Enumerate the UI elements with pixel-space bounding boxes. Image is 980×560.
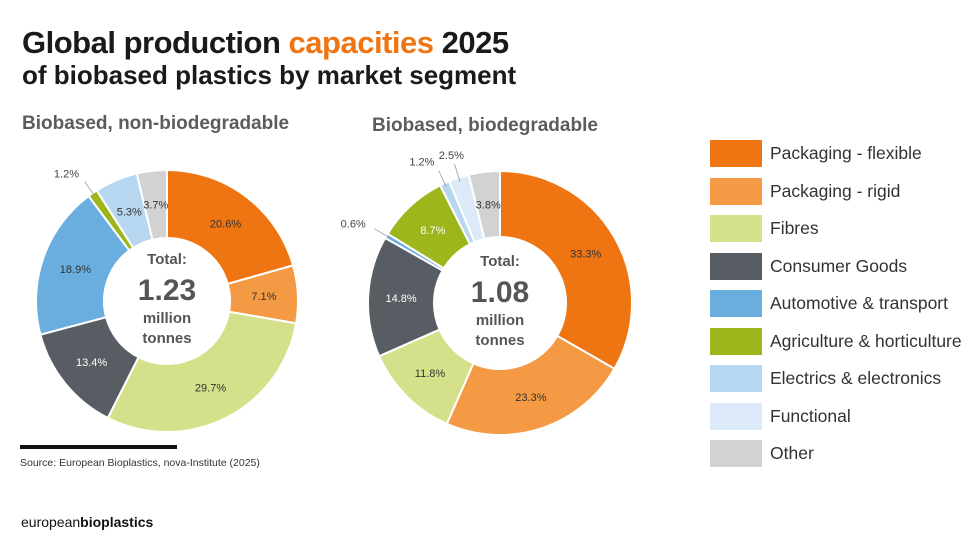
data-label-automotive-transport: 18.9% bbox=[60, 264, 91, 276]
legend-item-consumer-goods: Consumer Goods bbox=[710, 248, 962, 286]
legend-label: Automotive & transport bbox=[770, 293, 948, 314]
center-unit-tonnes: tonnes bbox=[475, 332, 524, 349]
legend-swatch bbox=[710, 440, 762, 468]
data-label-packaging-flexible: 33.3% bbox=[570, 248, 601, 260]
subtitle-bold: of biobased plastics bbox=[22, 60, 272, 90]
data-label-functional: 2.5% bbox=[439, 150, 464, 162]
data-label-other: 3.8% bbox=[476, 200, 501, 212]
center-unit-tonnes: tonnes bbox=[142, 330, 191, 347]
center-total-value: 1.08 bbox=[471, 276, 529, 309]
title-line-2: of biobased plastics by market segment bbox=[22, 60, 516, 90]
legend-swatch bbox=[710, 177, 762, 205]
data-label-fibres: 11.8% bbox=[415, 368, 446, 380]
leader-line-automotive-transport bbox=[374, 228, 391, 239]
center-unit-million: million bbox=[476, 312, 524, 329]
brand-bold: bioplastics bbox=[80, 514, 154, 530]
data-label-agriculture-horticulture: 1.2% bbox=[54, 168, 79, 180]
subtitle-rest: by market segment bbox=[271, 60, 517, 90]
data-label-packaging-rigid: 23.3% bbox=[515, 392, 546, 404]
legend: Packaging - flexible Packaging - rigid Fib… bbox=[710, 135, 962, 473]
legend-label: Consumer Goods bbox=[770, 255, 908, 276]
legend-item-other: Other bbox=[710, 435, 962, 473]
center-unit-million: million bbox=[143, 310, 191, 327]
title-text: Global production bbox=[22, 25, 289, 60]
legend-swatch bbox=[710, 290, 762, 318]
slice-fibres bbox=[106, 310, 298, 433]
center-total-label: Total: bbox=[480, 253, 520, 270]
legend-label: Agriculture & horticulture bbox=[770, 330, 962, 351]
slice-other bbox=[467, 169, 501, 241]
slice-packaging-flexible bbox=[166, 168, 295, 286]
slice-packaging-rigid bbox=[445, 334, 616, 436]
chart-title-biodegradable: Biobased, biodegradable bbox=[372, 115, 598, 136]
brand-logo: europeanbioplastics bbox=[21, 514, 153, 530]
title-line-1: Global production capacities 2025 bbox=[22, 26, 516, 60]
data-label-consumer-goods: 13.4% bbox=[76, 357, 107, 369]
legend-swatch bbox=[710, 365, 762, 393]
legend-label: Other bbox=[770, 443, 814, 464]
slice-automotive-transport bbox=[35, 194, 131, 336]
title-highlight: capacities bbox=[288, 25, 434, 60]
legend-label: Electrics & electronics bbox=[770, 368, 942, 389]
leader-line-agriculture-horticulture bbox=[84, 181, 96, 197]
legend-label: Packaging - flexible bbox=[770, 143, 922, 164]
divider-rule bbox=[20, 445, 177, 449]
center-total-label: Total: bbox=[147, 251, 187, 268]
legend-item-automotive-transport: Automotive & transport bbox=[710, 285, 962, 323]
legend-swatch bbox=[710, 215, 762, 243]
legend-item-packaging-flexible: Packaging - flexible bbox=[710, 135, 962, 173]
brand-regular: european bbox=[21, 514, 81, 530]
data-label-electrics-electronics: 5.3% bbox=[117, 207, 142, 219]
legend-swatch bbox=[710, 252, 762, 280]
legend-swatch bbox=[710, 402, 762, 430]
legend-label: Packaging - rigid bbox=[770, 180, 901, 201]
leader-line-functional bbox=[454, 164, 461, 182]
donut-chart-non-biodegradable: 20.6% 7.1% 29.7% 13.4% 18.9% 1.2% 5.3%3.7% Tota… bbox=[35, 168, 299, 433]
legend-item-electrics-electronics: Electrics & electronics bbox=[710, 360, 962, 398]
data-label-electrics-electronics: 1.2% bbox=[409, 156, 434, 168]
legend-item-functional: Functional bbox=[710, 398, 962, 436]
data-label-agriculture-horticulture: 8.7% bbox=[420, 225, 445, 237]
legend-swatch bbox=[710, 327, 762, 355]
legend-label: Fibres bbox=[770, 218, 819, 239]
data-label-consumer-goods: 14.8% bbox=[386, 293, 417, 305]
slice-other bbox=[135, 168, 168, 241]
page-title: Global production capacities 2025 of bio… bbox=[22, 26, 516, 91]
chart-title-non-biodegradable: Biobased, non-biodegradable bbox=[22, 113, 290, 134]
data-label-automotive-transport: 0.6% bbox=[341, 219, 366, 231]
legend-item-agriculture-horticulture: Agriculture & horticulture bbox=[710, 323, 962, 361]
title-year: 2025 bbox=[433, 25, 509, 60]
legend-item-packaging-rigid: Packaging - rigid bbox=[710, 173, 962, 211]
leader-line-electrics-electronics bbox=[438, 170, 447, 188]
data-label-fibres: 29.7% bbox=[195, 383, 226, 395]
legend-swatch bbox=[710, 140, 762, 168]
legend-label: Functional bbox=[770, 405, 851, 426]
data-label-packaging-flexible: 20.6% bbox=[210, 219, 241, 231]
slice-packaging-flexible bbox=[499, 169, 633, 371]
data-label-other: 3.7% bbox=[143, 200, 168, 212]
data-label-packaging-rigid: 7.1% bbox=[251, 291, 276, 303]
source-note: Source: European Bioplastics, nova-Insti… bbox=[20, 457, 260, 469]
center-total-value: 1.23 bbox=[138, 274, 196, 307]
donut-chart-biodegradable: 33.3% 23.3% 11.8% 14.8% 0.6% 8.7% 1.2% 2.5% 3.8%… bbox=[341, 150, 633, 436]
legend-item-fibres: Fibres bbox=[710, 210, 962, 248]
